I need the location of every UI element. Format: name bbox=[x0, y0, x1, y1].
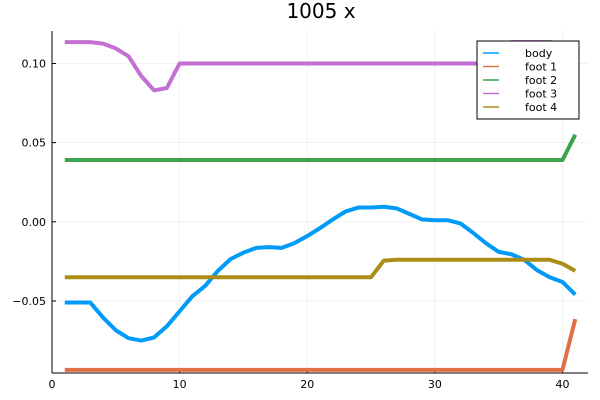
legend-label: foot 3 bbox=[525, 88, 557, 101]
x-axis: 0 10 20 30 40 bbox=[49, 369, 569, 391]
chart-title: 1005 x bbox=[286, 0, 355, 23]
y-tick-label: 0.10 bbox=[22, 57, 47, 70]
x-tick-label: 40 bbox=[555, 378, 569, 391]
legend-label: foot 1 bbox=[525, 61, 557, 74]
series-line-body bbox=[64, 204, 577, 343]
x-tick-label: 10 bbox=[173, 378, 187, 391]
legend-label: body bbox=[525, 47, 553, 60]
x-tick-label: 30 bbox=[428, 378, 442, 391]
series-line-foot-1 bbox=[64, 318, 578, 372]
x-tick-label: 0 bbox=[49, 378, 56, 391]
series-line-foot-4 bbox=[64, 257, 577, 280]
y-axis: 0.10 0.05 0.00 −0.05 bbox=[12, 57, 56, 308]
legend-label: foot 2 bbox=[525, 74, 557, 87]
legend-label: foot 4 bbox=[525, 101, 557, 114]
series-line-foot-2 bbox=[64, 133, 578, 163]
series-lines bbox=[64, 40, 578, 372]
y-tick-label: −0.05 bbox=[12, 295, 46, 308]
plot-frame bbox=[51, 31, 588, 374]
y-tick-label: 0.00 bbox=[22, 216, 47, 229]
y-tick-label: 0.05 bbox=[22, 137, 47, 150]
x-tick-label: 20 bbox=[300, 378, 314, 391]
